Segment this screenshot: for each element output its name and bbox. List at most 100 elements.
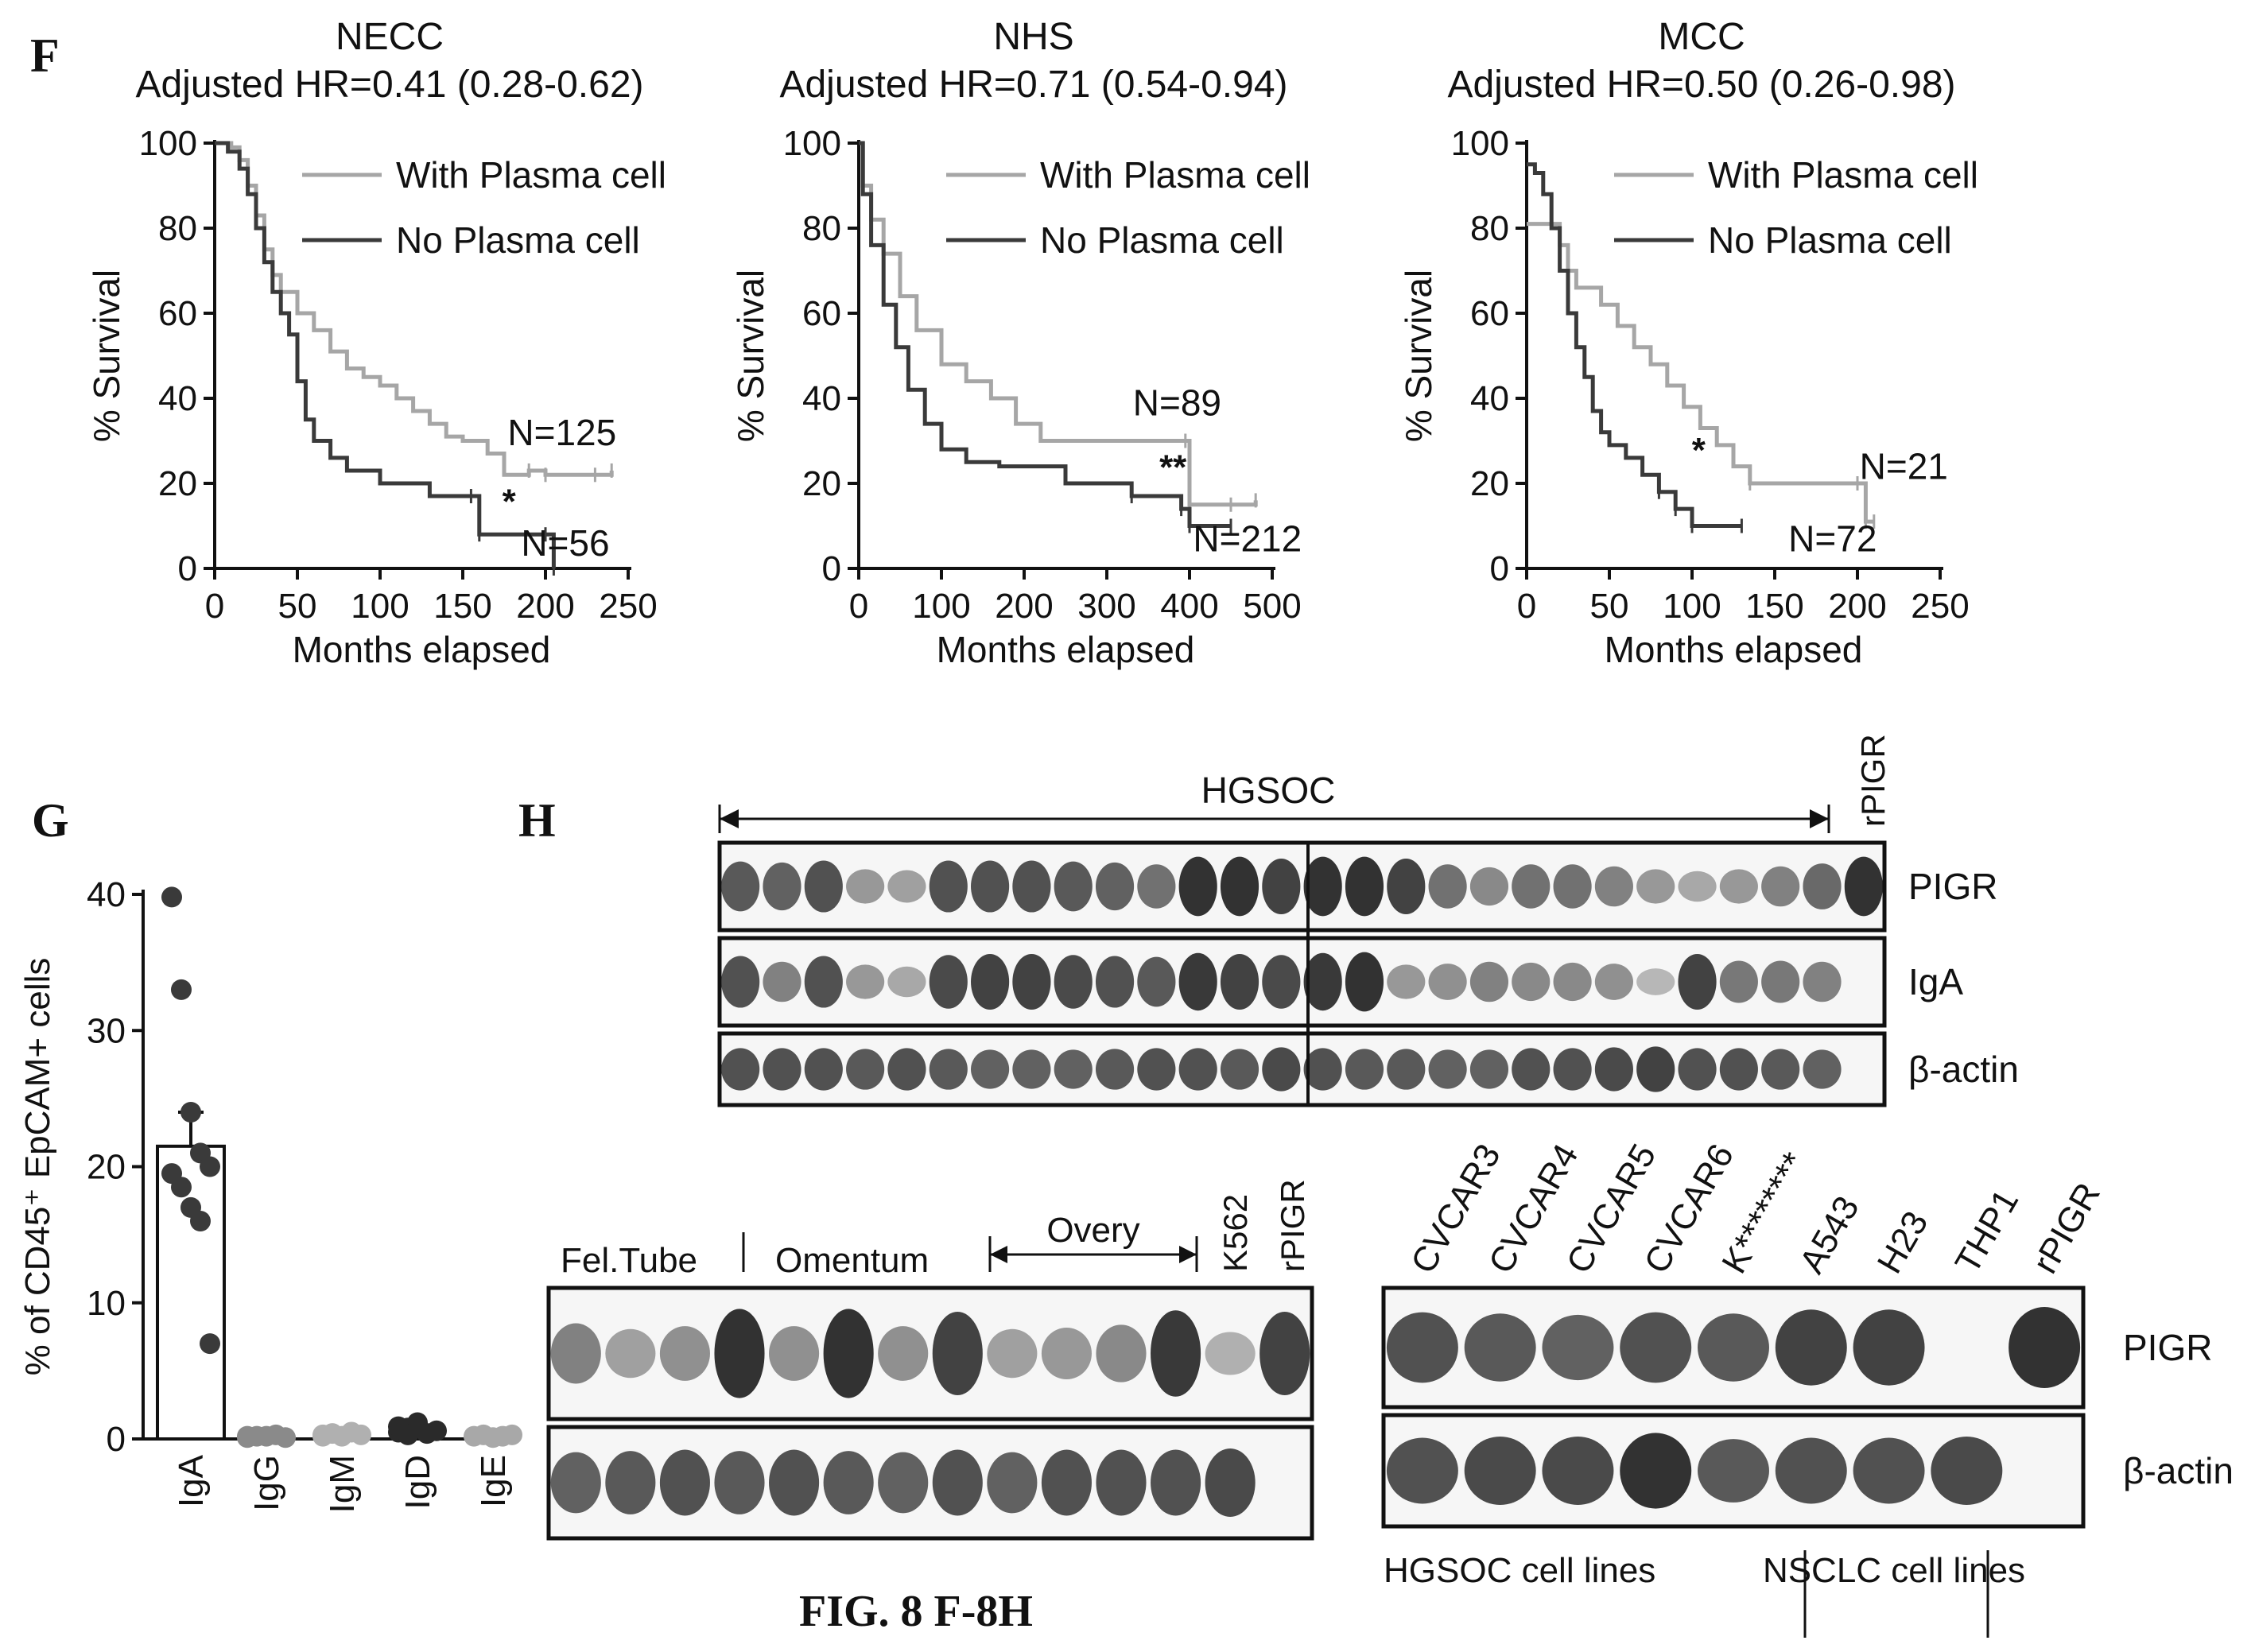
cell-line-blot-row-actin-band — [1542, 1437, 1614, 1505]
x-tick-label: 300 — [1077, 587, 1135, 626]
tissue-blot-row-0-band — [550, 1323, 601, 1384]
y-tick-label: 20 — [802, 464, 841, 503]
y-tick-label: 0 — [822, 549, 841, 588]
tissue-blot-row-0-band — [714, 1309, 765, 1398]
tissue-blot-row-0-band — [659, 1326, 710, 1381]
y-tick-label: 40 — [1470, 379, 1509, 418]
blot-row-actin-band — [1469, 1049, 1509, 1089]
y-tick-label: 0 — [178, 549, 197, 588]
tissue-blot-row-0-band — [1151, 1310, 1201, 1397]
x-tick-label: 200 — [516, 587, 574, 626]
blot-row-iga-band — [1220, 954, 1259, 1010]
x-tick-label-igg: IgG — [247, 1455, 286, 1511]
data-point-iga — [171, 1177, 192, 1198]
tissue-blot-row-1-band — [1096, 1449, 1147, 1516]
blot-row-actin-band — [1303, 1048, 1342, 1091]
y-tick-label: 60 — [1470, 294, 1509, 333]
data-point-iga — [171, 979, 192, 1000]
cell-line-blot-row-actin-band — [1931, 1437, 2003, 1505]
tissue-blot-row-0-band — [1259, 1312, 1310, 1395]
cell-line-blot-row-pigr-band — [1853, 1309, 1925, 1386]
data-point-igg — [237, 1425, 258, 1447]
blot-row-iga-band — [1428, 964, 1467, 1000]
blot-row-pigr-band — [1803, 863, 1842, 909]
blot-row-actin-band — [1387, 1049, 1426, 1090]
blot-row-actin-band — [1803, 1049, 1842, 1089]
cell-line-row-label-actin: β-actin — [2123, 1450, 2234, 1491]
bar-chart-ig-isotypes: 0 10 20 30 40 % of CD45⁺ EpCAM+ cells IgA IgG Ig… — [18, 875, 522, 1513]
panel-label-h: H — [518, 794, 556, 847]
blot-row-pigr-band — [1428, 864, 1467, 909]
cell-line-blot-row-actin-band — [1853, 1437, 1925, 1504]
ovary-arrowhead-left — [990, 1246, 1007, 1263]
cell-line-blot-row-pigr-band — [1698, 1313, 1769, 1382]
blot-row-iga-band — [1512, 962, 1551, 1002]
blot-row-iga-band — [1678, 954, 1717, 1010]
cell-line-blot-row-pigr-band — [1775, 1309, 1847, 1386]
chart-title: NHS — [993, 16, 1073, 58]
blot-row-actin-band — [1178, 1048, 1217, 1091]
blot-row-iga-band — [971, 954, 1010, 1010]
blot-row-pigr-band — [763, 862, 801, 911]
y-tick-label: 40 — [158, 379, 197, 418]
blot-row-iga-band — [1719, 960, 1758, 1003]
nsclc-label-text: NSCLC cell lines — [1763, 1551, 2025, 1590]
cell-line-lane-rpigr: rPIGR — [2025, 1177, 2108, 1280]
blot-row-pigr-band — [1220, 856, 1259, 917]
chart-annotation: N=212 — [1193, 518, 1302, 560]
blot-row-pigr-band — [1178, 856, 1217, 917]
group-label-hgsoc-cell-lines: HGSOC cell lines — [1384, 1551, 1655, 1590]
ovary-arrowhead-right — [1179, 1246, 1197, 1263]
blot-row-iga-band — [887, 966, 926, 998]
y-tick-label: 20 — [1470, 464, 1509, 503]
lane-label-rpigr-bl: rPIGR — [1274, 1179, 1311, 1272]
lane-label-k562: K562 — [1217, 1194, 1254, 1272]
data-point-ige — [502, 1424, 522, 1445]
cell-line-lane-h23: H23 — [1870, 1205, 1936, 1280]
x-tick-label: 400 — [1160, 587, 1218, 626]
blot-row-pigr-band — [1469, 867, 1509, 906]
blot-row-actin-band — [763, 1048, 801, 1091]
y-tick-label: 0 — [1490, 549, 1509, 588]
group-label-nsclc-cell-lines: NSCLC cell lines — [1763, 1551, 2025, 1590]
blot-row-actin-band — [1220, 1049, 1259, 1090]
blot-row-actin-band — [1054, 1049, 1093, 1089]
cell-line-blot-row-actin-band — [1386, 1437, 1458, 1504]
x-tick-label: 100 — [912, 587, 970, 626]
x-tick-label-iga: IgA — [172, 1454, 211, 1507]
cell-line-row-label-pigr: PIGR — [2123, 1327, 2212, 1368]
blot-row-pigr-band — [846, 869, 885, 904]
blot-row-label-pigr: PIGR — [1908, 866, 1997, 907]
blot-row-actin-band — [971, 1049, 1010, 1089]
data-point-iga — [200, 1333, 220, 1355]
blot-row-actin-band — [1095, 1049, 1135, 1090]
tissue-blot-row-0-band — [823, 1309, 874, 1398]
data-point-igg — [275, 1427, 296, 1448]
chart-title: MCC — [1658, 16, 1745, 58]
blot-row-actin-band — [846, 1049, 885, 1090]
y-axis-label: % Survival — [1398, 270, 1439, 442]
y-tick-label: 80 — [802, 209, 841, 248]
blot-row-pigr-band — [929, 860, 968, 913]
blot-row-actin-band — [1761, 1049, 1800, 1090]
blot-row-actin-band — [1678, 1048, 1717, 1091]
data-point-igm — [351, 1424, 371, 1445]
blot-row-actin-band — [1636, 1046, 1675, 1092]
legend-label-no-plasma-cell: No Plasma cell — [1708, 219, 1952, 261]
data-point-iga — [161, 886, 182, 908]
legend-label-with-plasma-cell: With Plasma cell — [396, 154, 666, 196]
arrowhead-right — [1810, 809, 1829, 828]
y-axis-label: % Survival — [730, 270, 771, 442]
x-tick-label: 150 — [1745, 587, 1803, 626]
cell-line-blot-row-actin-band — [1775, 1437, 1847, 1504]
chart-annotation: * — [1692, 431, 1706, 470]
lane-label-fel-tube: Fel.Tube — [561, 1241, 697, 1280]
tissue-blot-row-1-band — [714, 1451, 765, 1514]
y-tick-label: 20 — [87, 1148, 126, 1187]
blot-row-label-iga: IgA — [1908, 961, 1963, 1002]
x-tick-label: 0 — [849, 587, 868, 626]
blot-row-actin-band — [1553, 1048, 1592, 1091]
blot-row-pigr-band — [1636, 869, 1675, 904]
tissue-blot-row-1-band — [1205, 1448, 1256, 1517]
y-tick-label: 60 — [158, 294, 197, 333]
